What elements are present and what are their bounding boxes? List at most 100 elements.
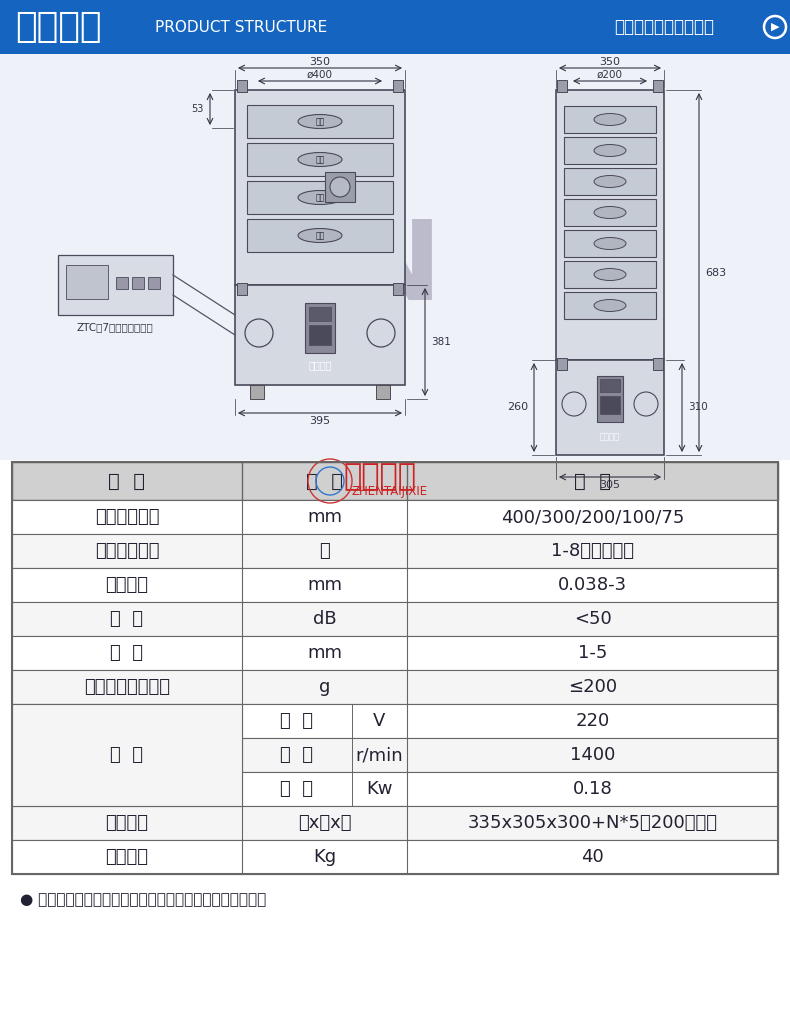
Ellipse shape: [594, 299, 626, 311]
Bar: [309, 307, 331, 321]
Bar: [237, 282, 247, 295]
Text: 产品结构: 产品结构: [15, 10, 101, 44]
Text: Kg: Kg: [313, 849, 336, 866]
Bar: [12, 806, 778, 840]
Bar: [247, 181, 393, 214]
Text: 310: 310: [688, 402, 708, 412]
Bar: [0, 54, 790, 460]
Bar: [116, 277, 128, 289]
Bar: [148, 277, 160, 289]
Bar: [12, 772, 778, 806]
Ellipse shape: [298, 191, 342, 204]
Text: 335x305x300+N*5（200机型）: 335x305x300+N*5（200机型）: [468, 814, 717, 832]
Bar: [564, 292, 656, 319]
Text: 0.038-3: 0.038-3: [558, 576, 627, 594]
Text: mm: mm: [307, 508, 342, 526]
Text: 振泰: 振泰: [315, 193, 325, 202]
Text: 260: 260: [507, 402, 528, 412]
Bar: [235, 285, 405, 385]
Bar: [600, 379, 620, 392]
Text: ● 根据配置不同，表中参数会有变化，我司保留修改权利。: ● 根据配置不同，表中参数会有变化，我司保留修改权利。: [20, 892, 266, 907]
Bar: [653, 358, 663, 370]
Text: Kw: Kw: [367, 780, 393, 798]
Bar: [564, 106, 656, 133]
Text: 40: 40: [581, 849, 604, 866]
Bar: [564, 137, 656, 164]
Bar: [58, 255, 173, 315]
Bar: [12, 534, 778, 568]
Bar: [557, 80, 567, 92]
Text: 振泰机械: 振泰机械: [308, 360, 332, 370]
Text: 长x宽x高: 长x宽x高: [298, 814, 352, 832]
Ellipse shape: [298, 229, 342, 242]
Text: 1-5: 1-5: [577, 644, 608, 662]
Bar: [237, 80, 247, 92]
Text: 可放筛具层数: 可放筛具层数: [95, 542, 160, 560]
Text: ZTC－7超声波筛分系统: ZTC－7超声波筛分系统: [77, 322, 153, 332]
Text: 专注振动筛分设备厂家: 专注振动筛分设备厂家: [614, 18, 714, 36]
Text: 220: 220: [575, 712, 610, 730]
Bar: [557, 358, 567, 370]
Ellipse shape: [594, 237, 626, 250]
Text: 参  数: 参 数: [574, 471, 611, 491]
Ellipse shape: [594, 144, 626, 157]
Text: 振泰机械: 振泰机械: [344, 463, 416, 492]
Text: 400/300/200/100/75: 400/300/200/100/75: [501, 508, 684, 526]
Bar: [12, 568, 778, 602]
Text: 投料量（一次性）: 投料量（一次性）: [84, 678, 170, 696]
Text: 振泰机械: 振泰机械: [600, 432, 620, 441]
Bar: [0, 0, 790, 54]
Bar: [12, 636, 778, 670]
Text: V: V: [374, 712, 386, 730]
Text: 项  目: 项 目: [108, 471, 145, 491]
Ellipse shape: [298, 153, 342, 166]
Text: 整机质量: 整机质量: [106, 849, 149, 866]
Bar: [325, 172, 355, 202]
Bar: [12, 670, 778, 704]
Ellipse shape: [594, 113, 626, 126]
Bar: [12, 500, 778, 534]
Text: 381: 381: [431, 337, 451, 347]
Text: mm: mm: [307, 576, 342, 594]
Bar: [564, 168, 656, 195]
Text: dB: dB: [313, 610, 337, 628]
Text: 单  位: 单 位: [306, 471, 343, 491]
Bar: [393, 80, 403, 92]
Bar: [12, 602, 778, 636]
Text: 筛分粒度: 筛分粒度: [106, 576, 149, 594]
Text: 53: 53: [192, 104, 204, 114]
Text: ø200: ø200: [597, 70, 623, 80]
Bar: [132, 277, 144, 289]
Text: 振泰: 振泰: [315, 117, 325, 126]
Bar: [305, 303, 335, 353]
Bar: [250, 385, 264, 399]
Text: ZHENTAIJIXIE: ZHENTAIJIXIE: [352, 486, 428, 499]
Bar: [376, 385, 390, 399]
Text: 电  压: 电 压: [280, 712, 314, 730]
Bar: [564, 199, 656, 226]
Bar: [66, 265, 108, 299]
Bar: [247, 143, 393, 176]
Ellipse shape: [594, 268, 626, 280]
Bar: [597, 376, 623, 422]
Text: 可放筛具直径: 可放筛具直径: [95, 508, 160, 526]
Bar: [309, 325, 331, 345]
Text: 350: 350: [310, 57, 330, 67]
Bar: [556, 360, 664, 455]
Bar: [12, 738, 778, 772]
Text: N: N: [348, 217, 442, 324]
Text: PRODUCT STRUCTURE: PRODUCT STRUCTURE: [155, 21, 327, 35]
Bar: [653, 80, 663, 92]
Text: ≤200: ≤200: [568, 678, 617, 696]
Text: 振泰: 振泰: [315, 231, 325, 240]
Bar: [12, 704, 778, 738]
Text: mm: mm: [307, 644, 342, 662]
Text: r/min: r/min: [356, 746, 404, 764]
Ellipse shape: [298, 114, 342, 129]
Text: 振泰: 振泰: [315, 155, 325, 164]
Bar: [12, 462, 778, 874]
Text: 305: 305: [600, 480, 620, 490]
Text: 1400: 1400: [570, 746, 615, 764]
Bar: [12, 462, 778, 500]
Text: ▶: ▶: [771, 22, 779, 32]
